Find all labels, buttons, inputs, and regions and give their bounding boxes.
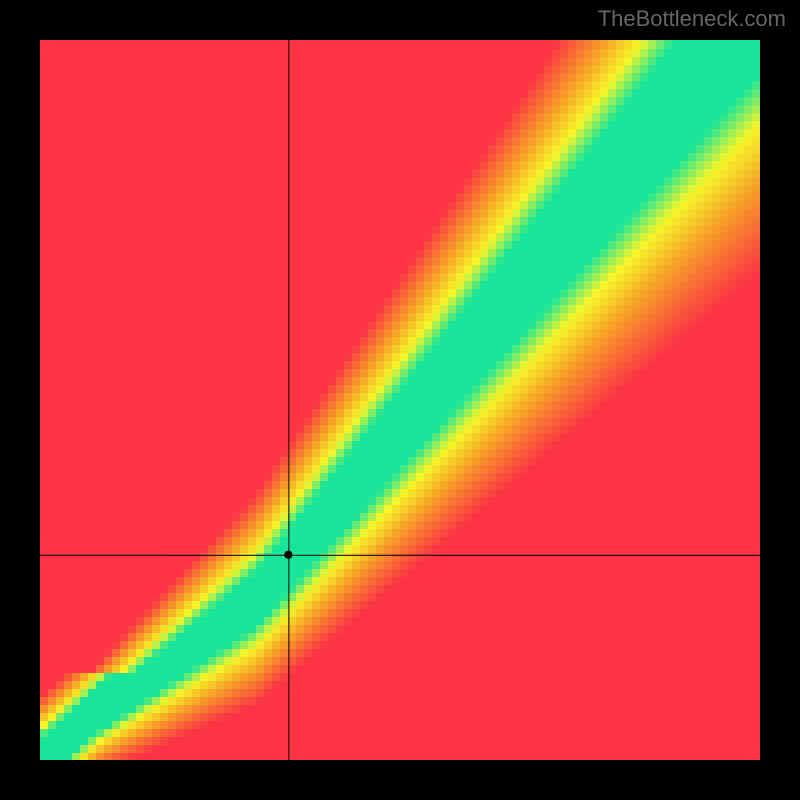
watermark-text: TheBottleneck.com bbox=[598, 6, 786, 32]
chart-container: TheBottleneck.com bbox=[0, 0, 800, 800]
plot-area bbox=[40, 40, 760, 760]
heatmap-canvas bbox=[40, 40, 760, 760]
